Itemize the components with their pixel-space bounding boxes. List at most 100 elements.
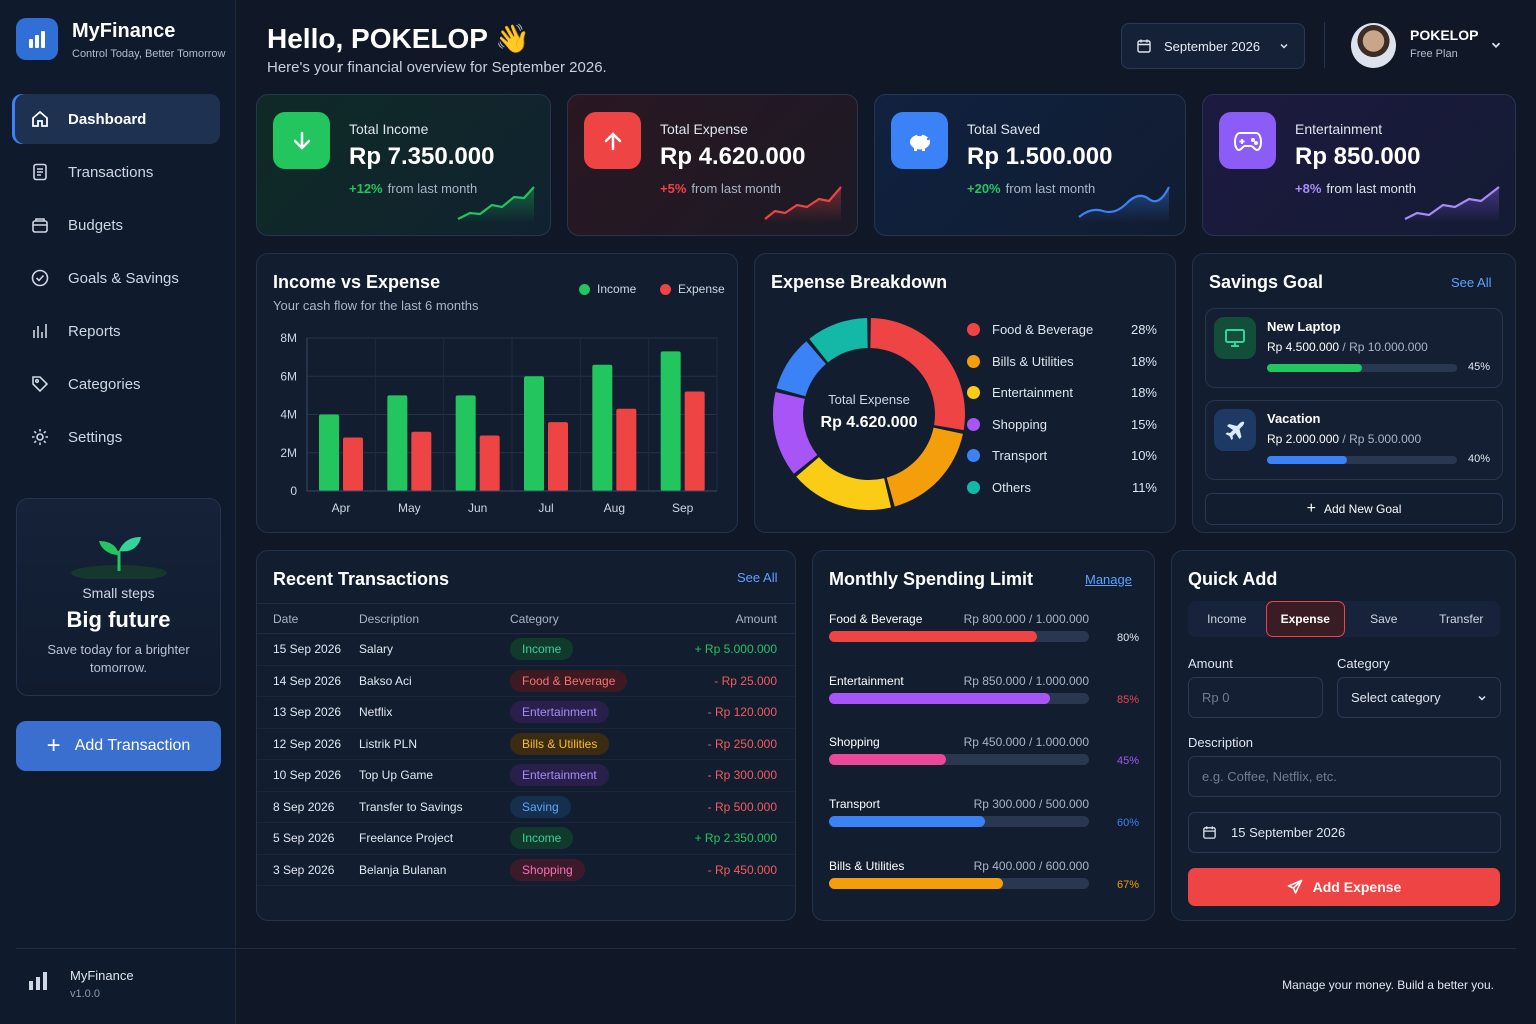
stat-card-entertainment[interactable]: Entertainment Rp 850.000 +8% from last mo…	[1202, 94, 1516, 236]
donut-slice-others[interactable]	[809, 318, 868, 363]
sidebar-item-categories[interactable]: Categories	[12, 359, 220, 409]
transactions-see-all-link[interactable]: See All	[737, 570, 778, 585]
tx-date: 14 Sep 2026	[257, 665, 359, 697]
savings-goal-card: Savings Goal See All New Laptop Rp 4.500…	[1192, 253, 1516, 533]
amount-input[interactable]: Rp 0	[1188, 677, 1323, 718]
bar-expense-sep[interactable]	[684, 391, 705, 491]
stat-change: +8% from last month	[1295, 181, 1416, 196]
bar-expense-may[interactable]	[411, 431, 432, 491]
goal-progress-fill	[1267, 364, 1362, 372]
stat-value: Rp 1.500.000	[967, 143, 1113, 170]
limit-label: Entertainment	[829, 673, 904, 688]
stat-card-expense[interactable]: Total Expense Rp 4.620.000 +5% from last …	[567, 94, 858, 236]
manage-link[interactable]: Manage	[1085, 572, 1132, 587]
breakdown-legend-item: Entertainment 18%	[967, 385, 1157, 400]
table-row[interactable]: 8 Sep 2026 Transfer to Savings Saving - Rp …	[257, 791, 795, 823]
table-row[interactable]: 10 Sep 2026 Top Up Game Entertainment - Rp …	[257, 759, 795, 792]
bar-expense-apr[interactable]	[343, 437, 363, 491]
stat-value: Rp 4.620.000	[660, 143, 806, 170]
goal-progress-fill	[1267, 456, 1347, 464]
limit-progress-fill	[829, 631, 1037, 642]
col-date: Date	[257, 603, 359, 634]
tx-description: Netflix	[359, 696, 510, 729]
bar-expense-jun[interactable]	[479, 435, 500, 491]
tab-income[interactable]: Income	[1207, 612, 1247, 626]
bar-income-aug[interactable]	[592, 364, 613, 491]
table-row[interactable]: 15 Sep 2026 Salary Income + Rp 5.000.000	[257, 633, 795, 666]
y-tick-label: 8M	[280, 331, 297, 345]
table-row[interactable]: 14 Sep 2026 Bakso Aci Food & Beverage - Rp …	[257, 665, 795, 697]
category-select[interactable]: Select category	[1337, 677, 1501, 718]
goal-item-laptop[interactable]: New Laptop Rp 4.500.000 / Rp 10.000.000 …	[1205, 308, 1503, 388]
legend-dot	[967, 354, 980, 368]
stat-value: Rp 7.350.000	[349, 143, 495, 170]
legend-percent: 11%	[1131, 480, 1157, 495]
sidebar-item-dashboard[interactable]: Dashboard	[12, 94, 220, 144]
bar-expense-aug[interactable]	[616, 408, 637, 491]
plus-icon: +	[46, 732, 61, 759]
promo-card: Small steps Big future Save today for a …	[16, 498, 221, 696]
user-name: POKELOP	[1410, 27, 1479, 43]
donut-slice-transport[interactable]	[776, 341, 826, 397]
date-input[interactable]: 15 September 2026	[1188, 812, 1501, 853]
date-value: 15 September 2026	[1231, 825, 1346, 840]
limit-amount: Rp 450.000 / 1.000.000	[963, 735, 1089, 750]
legend-label: Others	[992, 480, 1032, 495]
goal-percent: 40%	[1467, 453, 1490, 465]
tx-description: Freelance Project	[359, 822, 510, 855]
x-tick-label: Aug	[604, 501, 625, 515]
tab-save[interactable]: Save	[1370, 612, 1398, 626]
stat-card-saved[interactable]: Total Saved Rp 1.500.000 +20% from last m…	[874, 94, 1186, 236]
description-input[interactable]: e.g. Coffee, Netflix, etc.	[1188, 756, 1501, 797]
table-row[interactable]: 12 Sep 2026 Listrik PLN Bills & Utilities -…	[257, 728, 795, 760]
document-icon	[30, 162, 50, 182]
tx-category: Entertainment	[510, 759, 664, 792]
table-row[interactable]: 3 Sep 2026 Belanja Bulanan Shopping - Rp 45…	[257, 854, 795, 886]
sidebar-item-budgets[interactable]: Budgets	[12, 200, 220, 250]
sparkline-saved	[1078, 186, 1170, 223]
home-icon	[30, 109, 50, 129]
table-row[interactable]: 5 Sep 2026 Freelance Project Income + Rp 2.…	[257, 822, 795, 855]
month-selector[interactable]: September 2026	[1121, 23, 1305, 69]
limit-percent: 85%	[1116, 693, 1139, 706]
sidebar-item-transactions[interactable]: Transactions	[12, 147, 220, 197]
tab-transfer[interactable]: Transfer	[1439, 612, 1484, 626]
sidebar-item-settings[interactable]: Settings	[12, 412, 220, 462]
bar-income-may[interactable]	[387, 395, 408, 491]
card-title: Savings Goal	[1209, 272, 1324, 292]
donut-slice-shopping[interactable]	[773, 391, 818, 474]
add-new-goal-button[interactable]: + Add New Goal	[1205, 493, 1503, 525]
app-logo-icon[interactable]	[16, 18, 58, 60]
legend-percent: 18%	[1130, 353, 1157, 369]
donut-slice-entertainment[interactable]	[796, 457, 892, 510]
card-title: Monthly Spending Limit	[829, 569, 1033, 589]
limit-amount: Rp 800.000 / 1.000.000	[963, 612, 1089, 626]
donut-slice-bills-utilities[interactable]	[886, 427, 963, 507]
avatar[interactable]	[1351, 23, 1396, 68]
stat-card-income[interactable]: Total Income Rp 7.350.000 +12% from last …	[256, 94, 551, 236]
tx-category: Shopping	[510, 854, 664, 886]
bar-income-jun[interactable]	[455, 395, 476, 491]
sidebar-item-reports[interactable]: Reports	[12, 306, 220, 356]
bar-income-jul[interactable]	[524, 376, 544, 491]
footer-app-name: MyFinance	[70, 968, 134, 983]
category-badge: Food & Beverage	[510, 669, 628, 692]
add-expense-button[interactable]: Add Expense	[1188, 868, 1500, 906]
add-transaction-button[interactable]: + Add Transaction	[16, 721, 221, 771]
promo-line-2: Big future	[66, 607, 171, 632]
bar-income-sep[interactable]	[660, 351, 681, 491]
sidebar-item-goals[interactable]: Goals & Savings	[12, 253, 220, 303]
user-menu-chevron-icon[interactable]	[1489, 38, 1503, 52]
tab-expense[interactable]: Expense	[1265, 601, 1345, 637]
stat-change-pct: +5%	[660, 181, 687, 196]
donut-slice-food-beverage[interactable]	[870, 318, 965, 431]
table-row[interactable]: 13 Sep 2026 Netflix Entertainment - Rp 120.…	[257, 696, 795, 729]
bar-expense-jul[interactable]	[548, 422, 568, 491]
savings-see-all-link[interactable]: See All	[1451, 275, 1492, 290]
stat-change-text: from last month	[1326, 181, 1416, 196]
x-tick-label: Apr	[332, 501, 351, 515]
bar-income-apr[interactable]	[319, 414, 339, 492]
goal-item-vacation[interactable]: Vacation Rp 2.000.000 / Rp 5.000.000 40%	[1205, 400, 1503, 480]
tx-category: Food & Beverage	[510, 665, 664, 697]
category-badge: Saving	[510, 795, 571, 818]
